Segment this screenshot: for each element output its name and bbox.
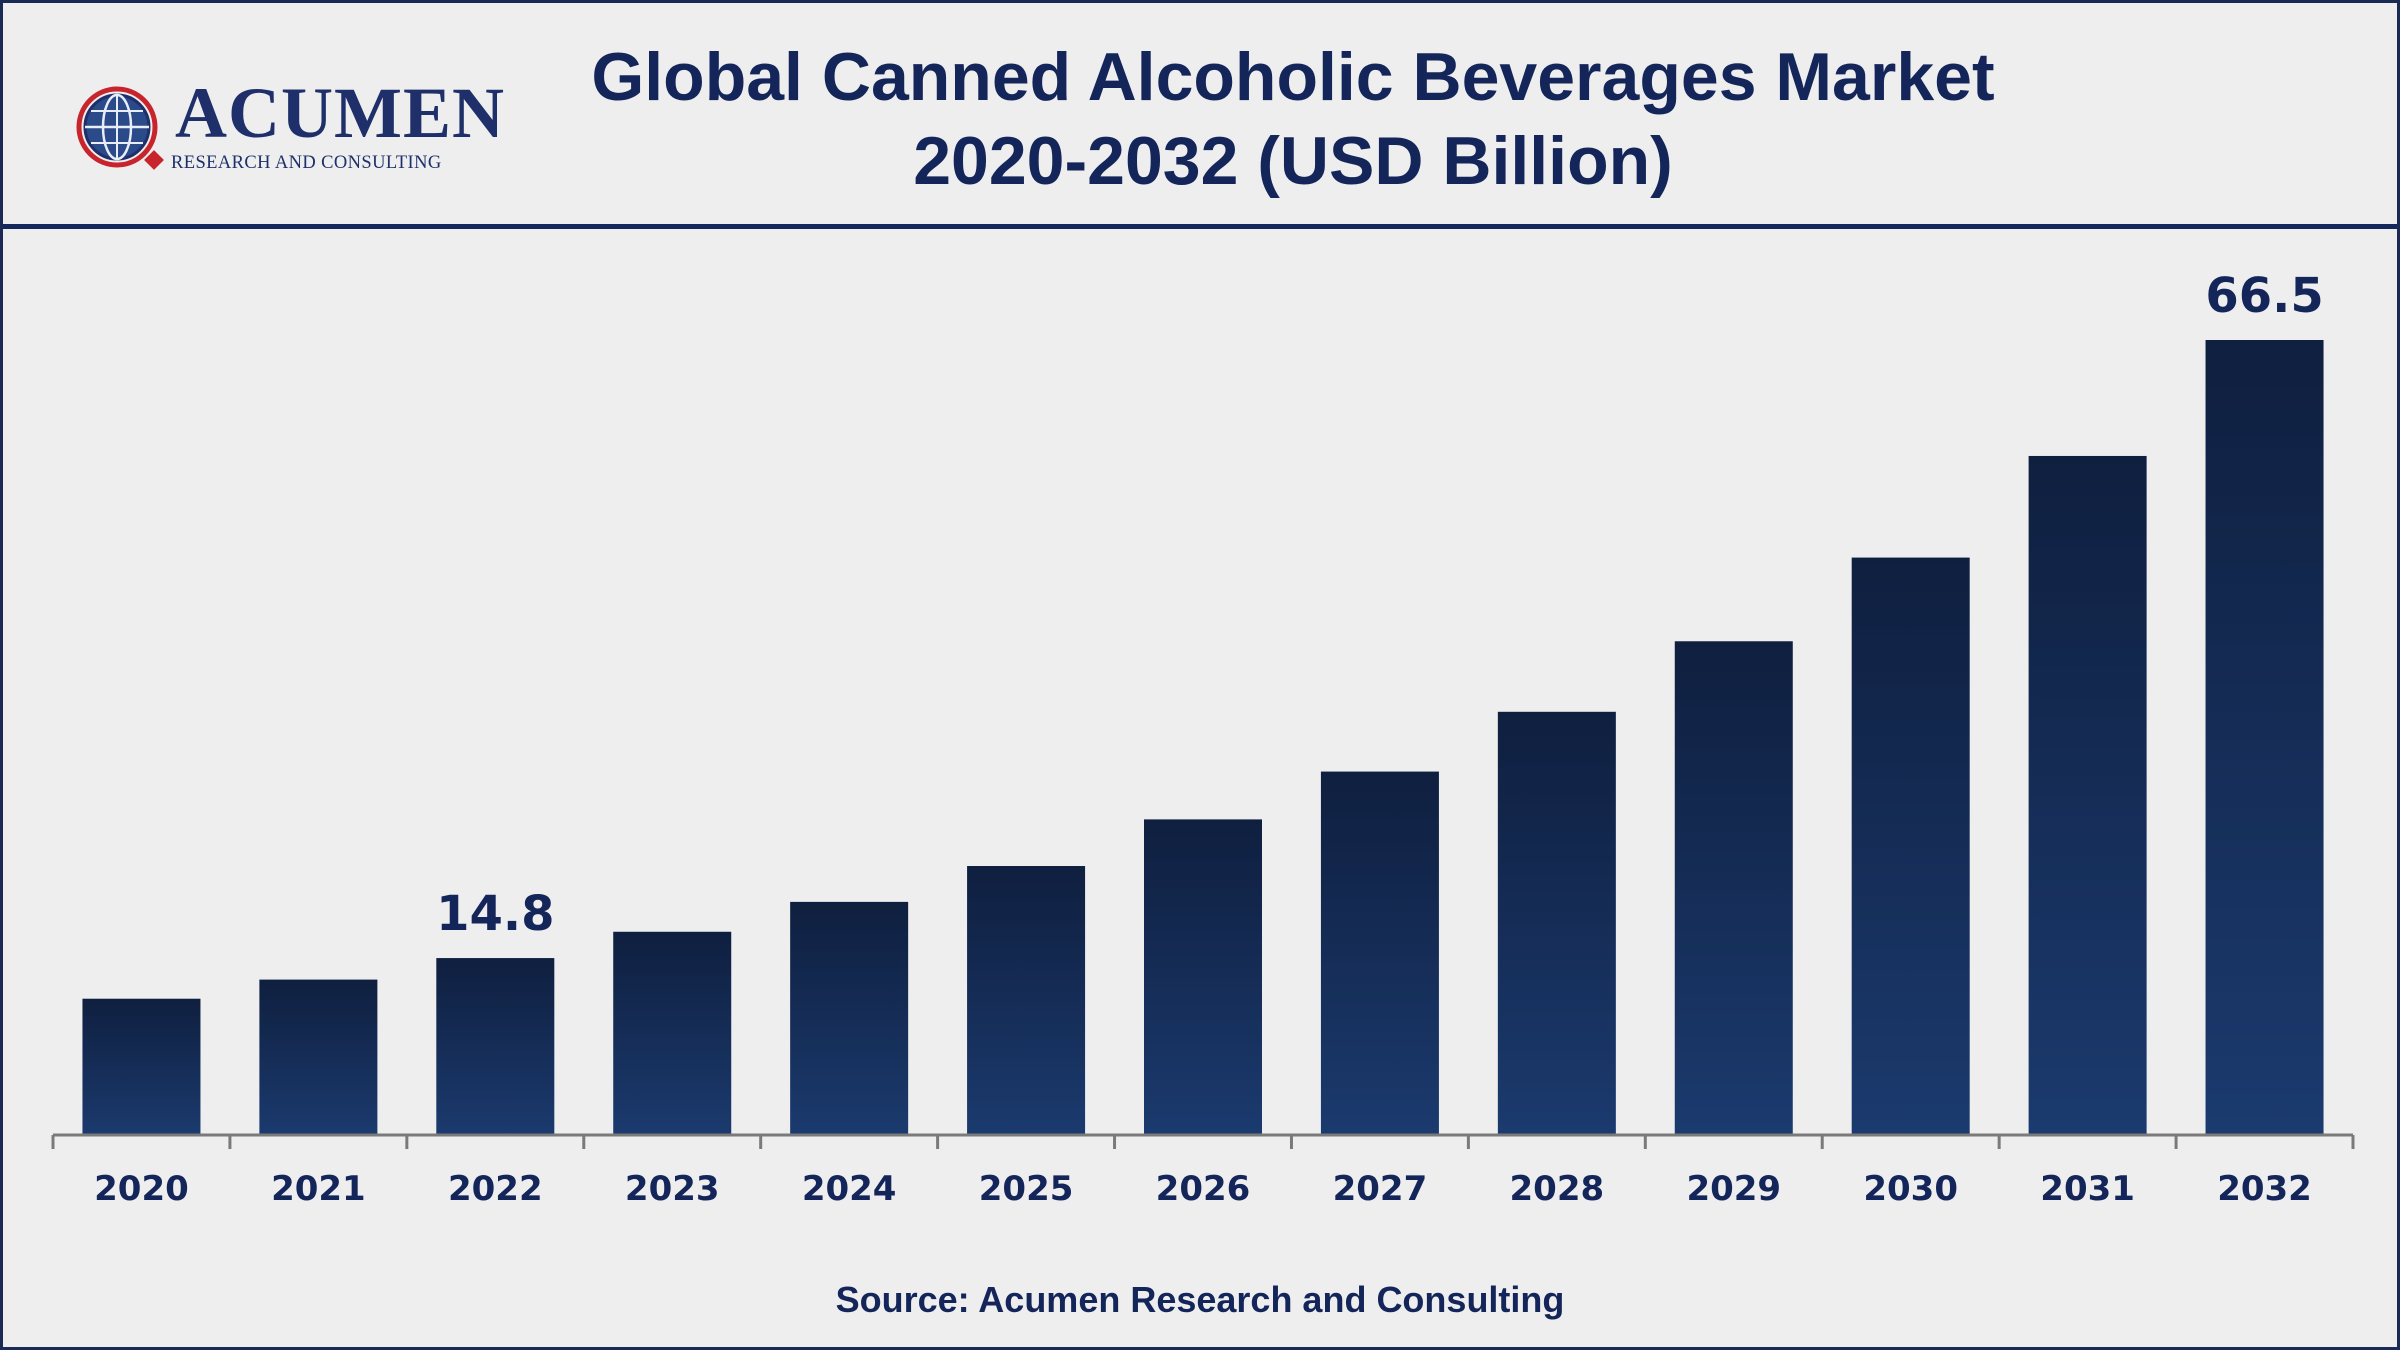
x-tick-label-2024: 2024 (802, 1169, 897, 1209)
chart-title-line-2: 2020-2032 (USD Billion) (913, 123, 1673, 199)
bar-2024 (790, 901, 909, 1135)
bar-2025 (967, 866, 1086, 1135)
x-axis (51, 1133, 2355, 1149)
x-tick-label-2030: 2030 (1863, 1169, 1958, 1209)
bar-2022 (436, 958, 555, 1135)
bar-2031 (2028, 455, 2147, 1135)
logo-wordmark: ACUMEN (175, 73, 505, 153)
x-tick-label-2025: 2025 (979, 1169, 1074, 1209)
logo-tagline: RESEARCH AND CONSULTING (171, 153, 442, 173)
globe-icon (76, 86, 164, 170)
bar-2021 (259, 979, 378, 1135)
data-label-2032: 66.5 (2205, 268, 2323, 324)
x-tick-label-2027: 2027 (1333, 1169, 1428, 1209)
bar-2028 (1497, 711, 1616, 1135)
header: ACUMEN RESEARCH AND CONSULTING Global Ca… (3, 3, 2397, 229)
bar-2023 (613, 931, 732, 1135)
labels-layer: 2020 2021 2022 2023 2024 2025 2026 2027 2028 2029… (94, 268, 2324, 1209)
x-tick-label-2029: 2029 (1686, 1169, 1781, 1209)
x-tick-label-2022: 2022 (448, 1169, 543, 1209)
acumen-logo: ACUMEN RESEARCH AND CONSULTING (75, 75, 504, 185)
x-tick-label-2020: 2020 (94, 1169, 189, 1209)
bar-2026 (1144, 819, 1262, 1135)
chart-title-line-1: Global Canned Alcoholic Beverages Market (591, 39, 1995, 115)
x-tick-label-2032: 2032 (2217, 1169, 2312, 1209)
bar-2020 (82, 998, 201, 1135)
bar-2029 (1674, 641, 1793, 1135)
bars-layer (82, 340, 2324, 1135)
bar-2027 (1320, 771, 1439, 1135)
bar-2030 (1851, 557, 1970, 1135)
x-tick-label-2026: 2026 (1156, 1169, 1251, 1209)
data-label-2022: 14.8 (436, 886, 554, 942)
x-tick-label-2031: 2031 (2040, 1169, 2135, 1209)
x-tick-label-2021: 2021 (271, 1169, 366, 1209)
bar-chart: 2020 2021 2022 2023 2024 2025 2026 2027 2028 2029… (51, 268, 2355, 1209)
source-note: Source: Acumen Research and Consulting (835, 1279, 1565, 1320)
x-tick-label-2028: 2028 (1510, 1169, 1605, 1209)
bar-2032 (2205, 340, 2324, 1135)
x-tick-label-2023: 2023 (625, 1169, 720, 1209)
